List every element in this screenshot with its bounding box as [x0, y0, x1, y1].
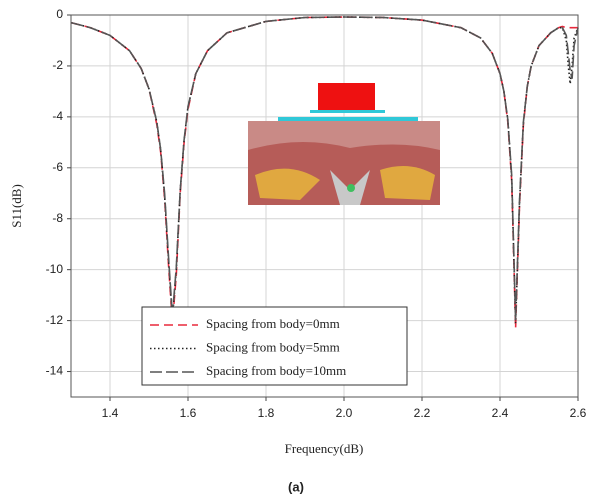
x-tick-label: 1.4: [102, 406, 119, 420]
y-tick-label: -6: [52, 160, 63, 174]
y-tick-label: 0: [56, 7, 63, 21]
legend-label: Spacing from body=10mm: [206, 363, 346, 378]
caption: (a): [288, 479, 304, 494]
legend-label: Spacing from body=5mm: [206, 339, 340, 354]
y-tick-label: -12: [46, 313, 64, 327]
y-tick-label: -8: [52, 211, 63, 225]
y-tick-label: -10: [46, 262, 64, 276]
x-tick-label: 2.6: [570, 406, 587, 420]
x-tick-label: 2.2: [414, 406, 431, 420]
legend-label: Spacing from body=0mm: [206, 316, 340, 331]
x-tick-label: 2.4: [492, 406, 509, 420]
x-axis-label: Frequency(dB): [285, 441, 364, 456]
series-line: [70, 16, 579, 321]
y-tick-label: -4: [52, 109, 63, 123]
x-tick-label: 2.0: [336, 406, 353, 420]
x-tick-label: 1.8: [258, 406, 275, 420]
y-axis-label: S11(dB): [9, 184, 24, 228]
plot-frame: [70, 14, 579, 398]
y-tick-label: -14: [46, 364, 64, 378]
y-tick-label: -2: [52, 58, 63, 72]
inset-image: [248, 83, 440, 205]
x-tick-label: 1.6: [180, 406, 197, 420]
